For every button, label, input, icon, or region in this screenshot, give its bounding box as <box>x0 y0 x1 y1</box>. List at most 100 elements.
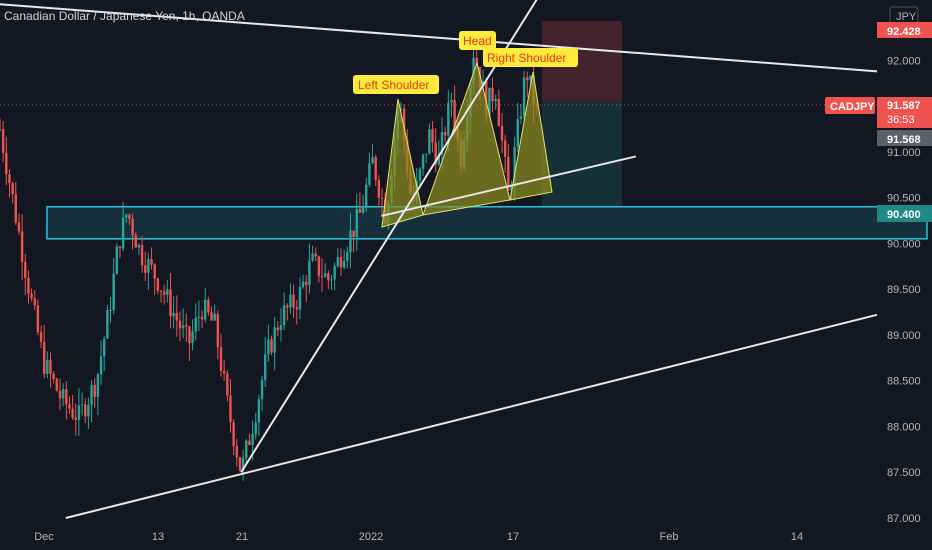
candle-body <box>216 313 220 348</box>
candle-body <box>11 183 14 195</box>
candle-body <box>213 313 216 321</box>
candle-body <box>52 373 55 379</box>
candle-body <box>140 244 144 266</box>
y-tick-label: 89.000 <box>887 330 921 342</box>
candle-body <box>305 281 308 286</box>
candle-body <box>526 77 529 81</box>
candle-body <box>58 390 62 399</box>
head-label[interactable]: Head <box>463 34 492 48</box>
candle-body <box>421 154 425 169</box>
candle-body <box>273 327 276 353</box>
candle-body <box>191 331 194 344</box>
y-tick-label: 91.000 <box>887 147 921 159</box>
candle-body <box>522 77 526 117</box>
candle-body <box>226 373 229 396</box>
candle-body <box>90 384 93 405</box>
candle-body <box>279 324 283 331</box>
candle-body <box>33 298 36 306</box>
candle-body <box>17 222 21 232</box>
x-tick-label: Feb <box>660 531 679 543</box>
left-shoulder-label[interactable]: Left Shoulder <box>358 78 429 92</box>
x-tick-label: 2022 <box>359 531 383 543</box>
candle-body <box>507 156 510 191</box>
candle-body <box>102 338 106 357</box>
candle-body <box>27 277 30 294</box>
upper-trendline <box>0 3 878 73</box>
candle-body <box>241 457 245 471</box>
candle-body <box>447 102 450 136</box>
pattern-triangle-1 <box>381 98 424 228</box>
candle-body <box>374 157 377 181</box>
candle-body <box>257 399 261 423</box>
candle-body <box>118 246 122 249</box>
candle-body <box>254 422 257 435</box>
right-shoulder-label[interactable]: Right Shoulder <box>487 51 566 65</box>
candle-body <box>194 317 197 332</box>
candle-body <box>43 341 46 374</box>
y-tick-label: 87.500 <box>887 467 921 479</box>
candle-body <box>292 294 295 308</box>
candle-body <box>503 140 507 157</box>
candle-body <box>488 87 491 117</box>
candle-body <box>166 289 169 295</box>
candle-body <box>434 142 437 165</box>
candle-body <box>450 100 453 103</box>
candle-body <box>270 339 273 353</box>
candle-body <box>200 316 204 320</box>
candle-body <box>112 273 115 310</box>
chart-title: Canadian Dollar / Japanese Yen, 1h, OAND… <box>4 9 245 23</box>
candle-body <box>276 327 280 331</box>
candle-body <box>425 153 428 155</box>
y-tick-label: 88.500 <box>887 376 921 388</box>
candle-body <box>453 100 456 128</box>
candle-body <box>128 214 131 219</box>
candle-body <box>178 320 182 329</box>
candle-body <box>84 404 87 417</box>
currency-badge[interactable]: JPY <box>896 11 917 23</box>
candle-body <box>371 157 374 164</box>
candle-body <box>295 307 298 310</box>
candle-body <box>74 417 77 420</box>
candle-body <box>323 273 327 277</box>
candle-body <box>485 81 488 117</box>
candle-body <box>169 289 172 317</box>
candle-body <box>264 354 267 380</box>
candle-body <box>494 99 497 102</box>
symbol-tag-box <box>825 97 875 114</box>
right-shoulder-label-box[interactable] <box>483 48 578 67</box>
left-shoulder-label-group[interactable]: Left Shoulder <box>353 75 439 94</box>
neckline <box>381 155 637 217</box>
candle-body <box>93 384 96 397</box>
left-shoulder-label-box[interactable] <box>353 75 439 94</box>
candle-body <box>147 259 150 273</box>
candle-body <box>144 265 147 273</box>
head-label-group[interactable]: Head <box>459 31 496 50</box>
candle-body <box>298 287 302 310</box>
candle-body <box>352 230 355 237</box>
candle-body <box>204 299 207 320</box>
last-price-tag: 91.587 <box>887 100 921 112</box>
head-label-box[interactable] <box>459 31 496 50</box>
right-shoulder-label-group[interactable]: Right Shoulder <box>483 48 578 67</box>
candle-body <box>330 279 333 281</box>
candle-body <box>428 129 431 154</box>
top-price-tag: 92.428 <box>887 26 921 38</box>
support-zone <box>46 206 928 240</box>
candle-body <box>159 290 163 292</box>
x-tick-label: Dec <box>34 531 54 543</box>
candle-body <box>380 198 384 200</box>
candle-body <box>46 359 49 374</box>
candle-body <box>529 75 532 81</box>
candle-body <box>282 305 286 325</box>
candle-body <box>365 184 368 207</box>
candle-body <box>235 446 238 458</box>
candle-body <box>106 310 109 339</box>
y-tick-label: 89.500 <box>887 284 921 296</box>
candle-body <box>39 332 43 342</box>
candle-body <box>472 57 475 85</box>
time-axis[interactable]: Dec 13 21 2022 17 Feb 14 <box>34 531 803 543</box>
candle-body <box>245 440 248 458</box>
candle-body <box>188 326 191 344</box>
